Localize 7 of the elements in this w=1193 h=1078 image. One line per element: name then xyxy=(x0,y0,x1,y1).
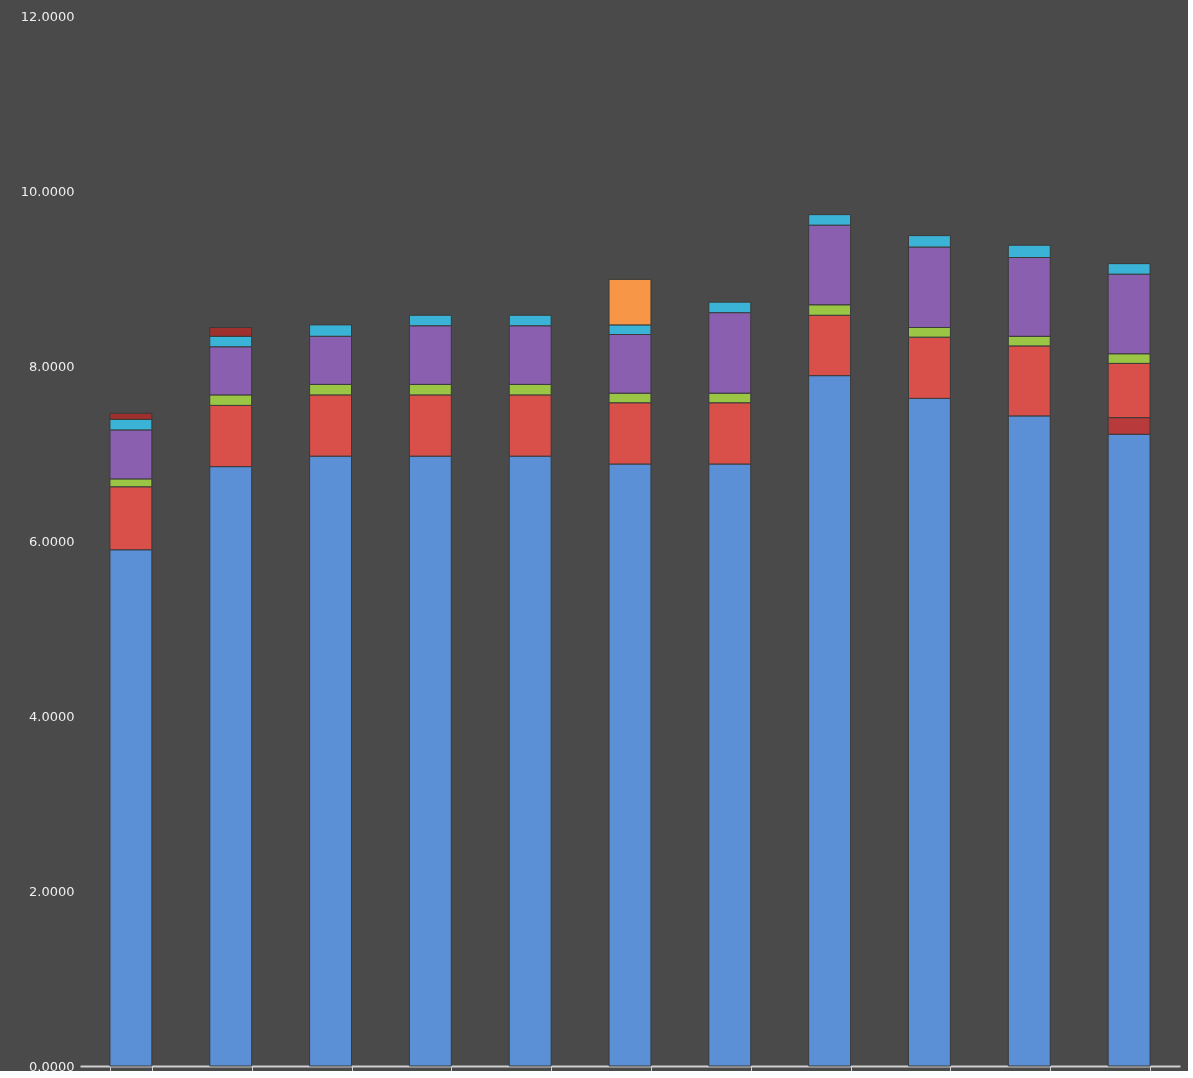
y-tick-label: 8.0000 xyxy=(29,358,75,374)
y-tick-label: 4.0000 xyxy=(29,708,75,724)
y-tick-label: 12.0000 xyxy=(20,8,75,24)
y-tick-label: 0.0000 xyxy=(29,1058,75,1074)
y-tick-label: 2.0000 xyxy=(29,883,75,899)
y-tick-label: 10.0000 xyxy=(20,183,75,199)
y-tick-label: 6.0000 xyxy=(29,533,75,549)
